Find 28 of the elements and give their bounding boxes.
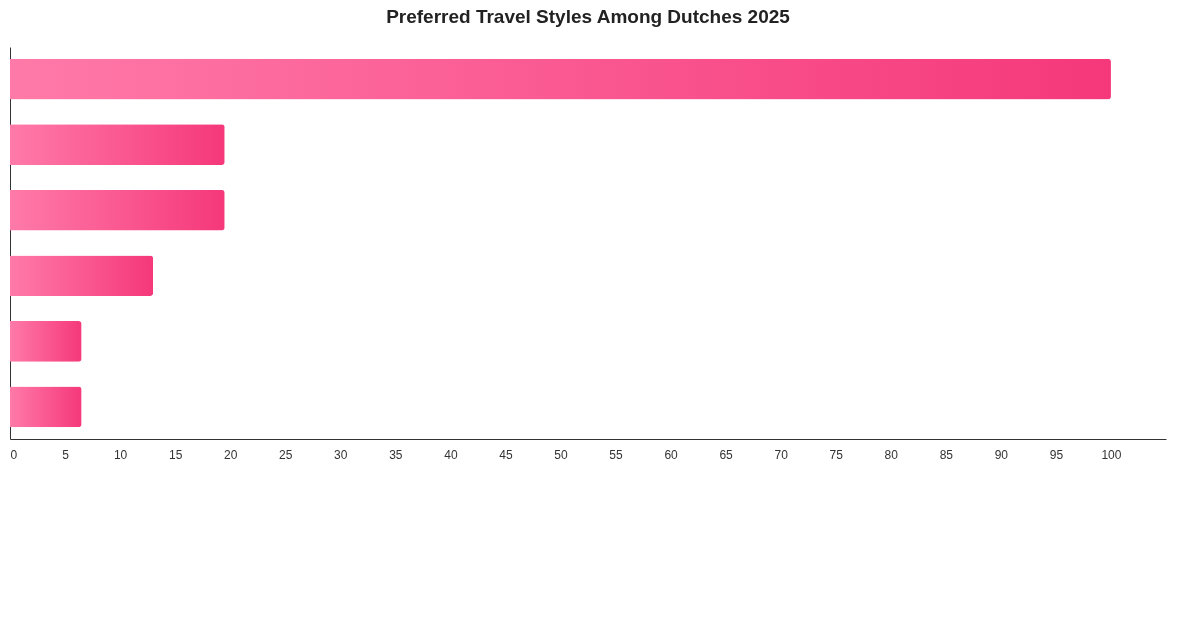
x-tick-label: 60	[664, 447, 679, 462]
x-tick-label: 30	[334, 447, 348, 462]
chart-title: Preferred Travel Styles Among Dutches 2025	[386, 6, 791, 27]
x-tick-label: 15	[168, 447, 183, 462]
x-tick-label: 95	[1049, 447, 1064, 462]
x-tick-label: 35	[389, 447, 403, 462]
bar	[10, 124, 225, 165]
x-tick-label: 25	[279, 447, 293, 462]
x-tick-label: 5	[62, 447, 70, 462]
x-tick-label: 80	[884, 447, 899, 462]
x-tick-label: 40	[444, 447, 458, 462]
x-tick-label: 45	[499, 447, 513, 462]
x-tick-label: 85	[939, 447, 954, 462]
bar	[10, 386, 82, 428]
x-tick-label: 70	[774, 447, 789, 462]
bar	[10, 58, 1111, 100]
bar	[10, 255, 154, 297]
x-tick-label: 50	[554, 447, 568, 462]
x-tick-label: 65	[719, 447, 734, 462]
x-tick-label: 0	[10, 447, 18, 462]
x-tick-label: 75	[829, 447, 844, 462]
x-tick-label: 20	[224, 447, 238, 462]
x-tick-label: 100	[1101, 447, 1122, 462]
x-tick-label: 90	[994, 447, 1009, 462]
bar	[10, 321, 82, 362]
x-tick-label: 55	[609, 447, 624, 462]
bar	[10, 189, 225, 231]
x-tick-label: 10	[113, 447, 128, 462]
